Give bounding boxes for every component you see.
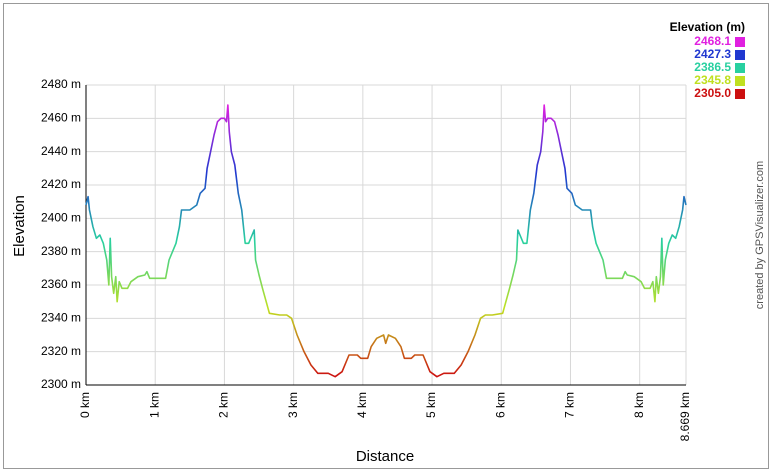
x-tick-label: 5 km [424, 392, 438, 418]
y-tick-label: 2420 m [41, 177, 81, 191]
y-tick-label: 2460 m [41, 111, 81, 125]
x-tick-label: 7 km [563, 392, 577, 418]
x-tick-label: 6 km [493, 392, 507, 418]
y-tick-label: 2380 m [41, 244, 81, 258]
credit: created by GPSVisualizer.com [754, 161, 766, 309]
x-tick-label: 8.669 km [678, 392, 692, 441]
y-tick-label: 2300 m [41, 377, 81, 391]
x-tick-label: 4 km [355, 392, 369, 418]
y-tick-label: 2480 m [41, 77, 81, 91]
legend-label: 2468.1 [694, 34, 731, 48]
frame [3, 3, 769, 469]
legend-swatch [735, 50, 745, 60]
x-tick-label: 1 km [147, 392, 161, 418]
y-axis-label: Elevation [11, 195, 28, 257]
x-tick-label: 3 km [286, 392, 300, 418]
legend-label: 2345.8 [694, 73, 731, 87]
legend-swatch [735, 89, 745, 99]
legend-swatch [735, 37, 745, 47]
y-tick-label: 2340 m [41, 311, 81, 325]
x-tick-label: 2 km [217, 392, 231, 418]
y-tick-label: 2360 m [41, 277, 81, 291]
x-tick-label: 8 km [632, 392, 646, 418]
x-tick-label: 0 km [78, 392, 92, 418]
legend-label: 2427.3 [694, 47, 731, 61]
y-tick-label: 2320 m [41, 344, 81, 358]
legend-swatch [735, 63, 745, 73]
legend-label: 2386.5 [694, 60, 731, 74]
elevation-line [85, 104, 687, 378]
legend-swatch [735, 76, 745, 86]
legend-label: 2305.0 [694, 86, 731, 100]
legend-title: Elevation (m) [670, 20, 745, 34]
y-tick-label: 2400 m [41, 211, 81, 225]
y-tick-label: 2440 m [41, 144, 81, 158]
x-axis-label: Distance [356, 448, 414, 465]
